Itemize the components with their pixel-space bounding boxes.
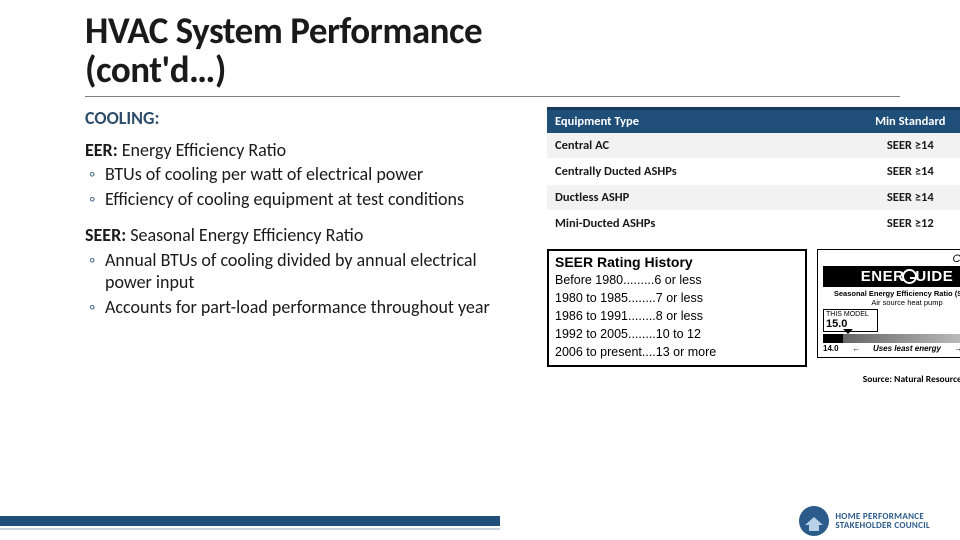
eer-term: EER: (85, 139, 118, 161)
seer-bullet-1: Annual BTUs of cooling divided by annual… (85, 249, 525, 294)
slide-title: HVAC System Performance (cont'd…) (85, 12, 900, 90)
seer-definition: SEER: Seasonal Energy Efficiency Ratio A… (85, 224, 525, 318)
footer-logo-line2: STAKEHOLDER COUNCIL (835, 520, 930, 531)
title-line-2: (cont'd…) (85, 47, 226, 92)
source-credit: Source: Natural Resources Canada (547, 373, 960, 385)
slide-footer: HOME PERFORMANCE STAKEHOLDER COUNCIL (0, 496, 960, 540)
hpsc-badge-icon (799, 506, 829, 536)
energuide-scale-mid: Uses least energy (873, 344, 941, 353)
table-row: Mini-Ducted ASHPs SEER ≥12 (547, 210, 960, 236)
standards-table: Equipment Type Min Standard Central AC S… (547, 107, 960, 237)
energuide-scale-bar (823, 334, 960, 343)
energuide-model-label: THIS MODEL (826, 311, 875, 318)
section-heading-cooling: COOLING: (85, 107, 525, 129)
seer-history-box: SEER Rating History Before 1980.........… (547, 249, 807, 368)
left-column: COOLING: EER: Energy Efficiency Ratio BT… (85, 107, 525, 386)
eer-desc: Energy Efficiency Ratio (118, 139, 287, 161)
td-eq: Centrally Ducted ASHPs (547, 158, 824, 184)
table-row: Ductless ASHP SEER ≥14 (547, 184, 960, 210)
seer-history-title: SEER Rating History (555, 254, 799, 270)
energuide-brand-pre: ENER (861, 268, 905, 285)
th-min-standard: Min Standard (824, 108, 960, 133)
eer-definition: EER: Energy Efficiency Ratio BTUs of coo… (85, 139, 525, 211)
seer-history-row: 1980 to 1985........7 or less (555, 289, 799, 307)
seer-history-row: 2006 to present....13 or more (555, 343, 799, 361)
eer-bullet-2: Efficiency of cooling equipment at test … (85, 188, 525, 211)
td-eq: Central AC (547, 133, 824, 159)
seer-desc: Seasonal Energy Efficiency Ratio (126, 224, 363, 246)
energuide-brand-post: UIDE (915, 268, 953, 285)
title-divider (85, 96, 900, 97)
seer-history-row: 1986 to 1991........8 or less (555, 307, 799, 325)
td-min: SEER ≥12 (824, 210, 960, 236)
seer-bullet-2: Accounts for part-load performance throu… (85, 296, 525, 319)
table-row: Central AC SEER ≥14 (547, 133, 960, 159)
energuide-scale-low: 14.0 (823, 344, 839, 353)
footer-logo-text: HOME PERFORMANCE STAKEHOLDER COUNCIL (835, 512, 930, 531)
energuide-country: Canadä (823, 253, 960, 265)
td-eq: Ductless ASHP (547, 184, 824, 210)
eer-bullet-1: BTUs of cooling per watt of electrical p… (85, 163, 525, 186)
energuide-logo: ENER UIDE (823, 266, 960, 287)
energuide-line2: Air source heat pump (823, 298, 960, 307)
td-eq: Mini-Ducted ASHPs (547, 210, 824, 236)
seer-history-row: Before 1980.........6 or less (555, 271, 799, 289)
energuide-line1: Seasonal Energy Efficiency Ratio (SEER) (823, 289, 960, 298)
seer-term: SEER: (85, 224, 126, 246)
right-column: Equipment Type Min Standard Central AC S… (547, 107, 960, 386)
graphics-row: SEER Rating History Before 1980.........… (547, 237, 960, 368)
td-min: SEER ≥14 (824, 184, 960, 210)
footer-logo: HOME PERFORMANCE STAKEHOLDER COUNCIL (799, 506, 930, 536)
seer-history-row: 1992 to 2005........10 to 12 (555, 325, 799, 343)
footer-bar (0, 516, 500, 526)
energuide-scale: 14.0 → Uses least energy → 23.5 (823, 344, 960, 353)
table-row: Centrally Ducted ASHPs SEER ≥14 (547, 158, 960, 184)
td-min: SEER ≥14 (824, 158, 960, 184)
energuide-scale-arrow-r: → (954, 344, 960, 353)
energuide-label: Canadä ENER UIDE Seasonal Energy Efficien… (817, 249, 960, 358)
td-min: SEER ≥14 (824, 133, 960, 159)
energuide-scale-arrow-l: → (852, 344, 860, 353)
th-equipment: Equipment Type (547, 108, 824, 133)
